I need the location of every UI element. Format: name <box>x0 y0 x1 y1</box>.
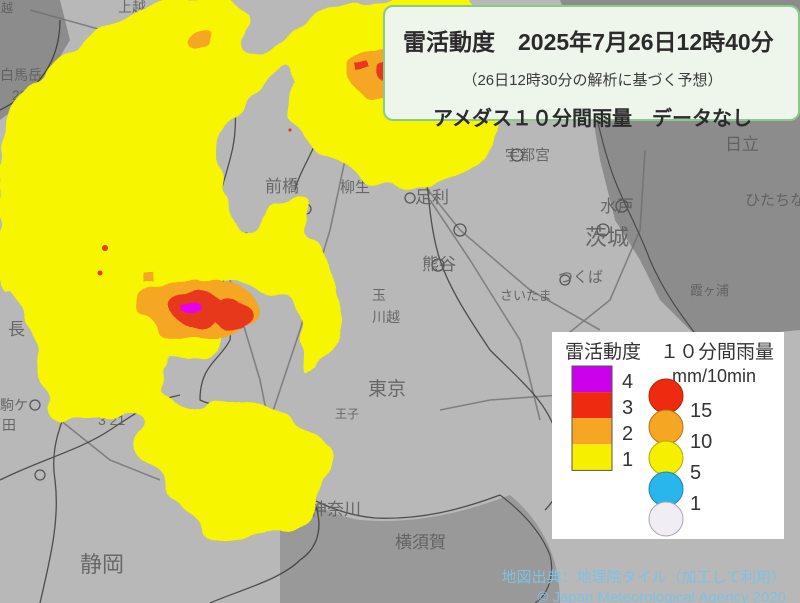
svg-text:静岡: 静岡 <box>80 552 124 577</box>
svg-text:日立: 日立 <box>725 135 759 154</box>
svg-text:さいたま: さいたま <box>500 288 552 303</box>
svg-text:つくば: つくば <box>558 269 603 286</box>
svg-text:熊谷: 熊谷 <box>422 255 456 274</box>
svg-text:霞ヶ浦: 霞ヶ浦 <box>690 283 729 298</box>
svg-text:玉: 玉 <box>372 287 386 303</box>
svg-text:茨城: 茨城 <box>585 225 629 250</box>
svg-text:横須賀: 横須賀 <box>395 533 446 552</box>
svg-text:ひたちなか: ひたちなか <box>745 192 800 209</box>
svg-text:神奈川: 神奈川 <box>310 500 361 519</box>
svg-text:川越: 川越 <box>372 309 400 325</box>
svg-text:前橋: 前橋 <box>265 177 299 196</box>
svg-text:田: 田 <box>2 417 16 433</box>
svg-text:水戸: 水戸 <box>600 197 634 216</box>
svg-text:長: 長 <box>8 320 25 339</box>
svg-text:柳生: 柳生 <box>340 179 370 196</box>
svg-text:王子: 王子 <box>335 407 359 421</box>
svg-text:東京: 東京 <box>368 378 406 400</box>
svg-text:足利: 足利 <box>415 188 449 207</box>
svg-text:宇都宮: 宇都宮 <box>505 147 550 164</box>
svg-text:越: 越 <box>1 1 13 15</box>
svg-text:駒ケ: 駒ケ <box>0 397 28 413</box>
